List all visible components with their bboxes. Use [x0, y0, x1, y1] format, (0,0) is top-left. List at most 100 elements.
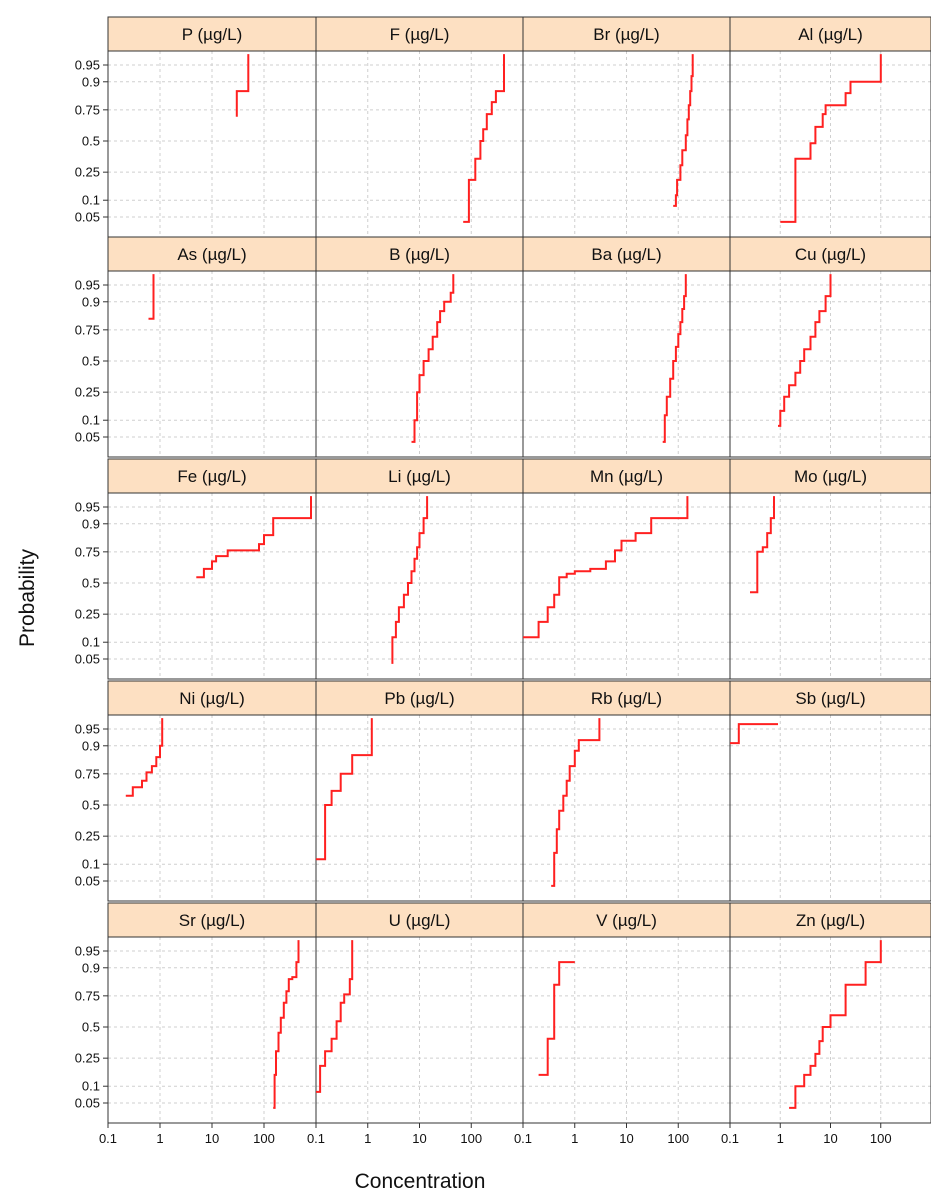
panel-strip [107, 236, 317, 272]
series-line [235, 54, 250, 117]
y-tick-label: 0.25 [75, 1051, 100, 1066]
panel-frames [107, 50, 931, 1124]
y-tick-label: 0.25 [75, 165, 100, 180]
data-lines [125, 54, 882, 1109]
panel-strip [315, 236, 524, 272]
y-tick-label: 0.1 [82, 193, 100, 208]
series-line [730, 723, 778, 745]
series-line [463, 54, 505, 223]
series-line [551, 718, 601, 887]
panel-title: B (µg/L) [389, 245, 450, 264]
y-tick-label: 0.5 [82, 576, 100, 591]
panel-title: As (µg/L) [177, 245, 246, 264]
y-tick-label: 0.5 [82, 1020, 100, 1035]
panel-title: Fe (µg/L) [177, 467, 246, 486]
panel-strip [107, 902, 317, 938]
x-tick-label: 10 [823, 1131, 837, 1146]
x-tick-label: 1 [156, 1131, 163, 1146]
y-tick-label: 0.5 [82, 354, 100, 369]
panel-title: P (µg/L) [182, 25, 243, 44]
panel-title: U (µg/L) [389, 911, 451, 930]
x-tick-label: 0.1 [307, 1131, 325, 1146]
y-tick-label: 0.9 [82, 960, 100, 975]
panel-strips: P (µg/L) F (µg/L) Br (µg/L) Al (µg/L) As (µg… [107, 16, 931, 938]
x-tick-label: 10 [619, 1131, 633, 1146]
panel-strip [729, 680, 931, 716]
x-tick-label: 0.1 [721, 1131, 739, 1146]
panel-title: Ba (µg/L) [591, 245, 661, 264]
y-tick-label: 0.95 [75, 944, 100, 959]
axis-ticks: 0.050.10.250.50.750.90.950.050.10.250.50… [75, 58, 892, 1147]
y-tick-label: 0.95 [75, 500, 100, 515]
y-tick-label: 0.9 [82, 738, 100, 753]
y-tick-label: 0.25 [75, 607, 100, 622]
panel-title: Li (µg/L) [388, 467, 451, 486]
y-tick-label: 0.95 [75, 722, 100, 737]
panel-title: V (µg/L) [596, 911, 657, 930]
x-tick-label: 100 [253, 1131, 275, 1146]
y-tick-label: 0.25 [75, 385, 100, 400]
y-tick-label: 0.9 [82, 294, 100, 309]
panel-title: F (µg/L) [390, 25, 450, 44]
panel-strip [522, 16, 731, 52]
series-line [411, 274, 455, 443]
x-tick-label: 1 [364, 1131, 371, 1146]
y-axis-title: Probability [16, 548, 39, 647]
y-tick-label: 0.1 [82, 413, 100, 428]
series-line [391, 496, 429, 664]
y-tick-label: 0.9 [82, 74, 100, 89]
x-tick-label: 100 [460, 1131, 482, 1146]
panel-strip [729, 902, 931, 938]
series-line [789, 940, 882, 1109]
panel-strip [315, 458, 524, 494]
series-line [316, 718, 373, 861]
y-tick-label: 0.05 [75, 1096, 100, 1111]
panel-title: Br (µg/L) [593, 25, 659, 44]
grid-layer [108, 51, 931, 1123]
x-axis-title: Concentration [355, 1170, 486, 1193]
panel-title: Cu (µg/L) [795, 245, 866, 264]
panel-title: Mo (µg/L) [794, 467, 867, 486]
panel-title: Ni (µg/L) [179, 689, 245, 708]
panel-title: Sr (µg/L) [179, 911, 245, 930]
y-tick-label: 0.05 [75, 430, 100, 445]
series-line [125, 718, 164, 797]
x-tick-label: 1 [777, 1131, 784, 1146]
panel-title: Rb (µg/L) [591, 689, 662, 708]
series-line [316, 940, 354, 1093]
y-tick-label: 0.05 [75, 652, 100, 667]
y-tick-label: 0.75 [75, 766, 100, 781]
y-tick-label: 0.25 [75, 829, 100, 844]
y-tick-label: 0.9 [82, 516, 100, 531]
series-line [538, 961, 575, 1076]
x-tick-label: 0.1 [99, 1131, 117, 1146]
x-tick-label: 100 [870, 1131, 892, 1146]
y-tick-label: 0.75 [75, 322, 100, 337]
panel-strip [315, 902, 524, 938]
panel-title: Sb (µg/L) [795, 689, 865, 708]
series-line [196, 496, 312, 579]
y-tick-label: 0.95 [75, 58, 100, 73]
y-tick-label: 0.75 [75, 102, 100, 117]
panel-strip [315, 16, 524, 52]
panel-strip [729, 458, 931, 494]
panel-strip [729, 236, 931, 272]
y-tick-label: 0.5 [82, 134, 100, 149]
panel-title: Al (µg/L) [798, 25, 863, 44]
y-tick-label: 0.5 [82, 798, 100, 813]
series-line [523, 496, 689, 639]
panel-strip [315, 680, 524, 716]
panel-strip [107, 680, 317, 716]
y-tick-label: 0.75 [75, 988, 100, 1003]
series-line [780, 54, 882, 223]
x-tick-label: 0.1 [514, 1131, 532, 1146]
x-tick-label: 10 [205, 1131, 219, 1146]
x-tick-label: 1 [571, 1131, 578, 1146]
series-line [778, 274, 832, 427]
y-tick-label: 0.1 [82, 635, 100, 650]
panel-title: Mn (µg/L) [590, 467, 663, 486]
series-line [673, 54, 694, 207]
y-tick-label: 0.1 [82, 857, 100, 872]
y-tick-label: 0.1 [82, 1079, 100, 1094]
